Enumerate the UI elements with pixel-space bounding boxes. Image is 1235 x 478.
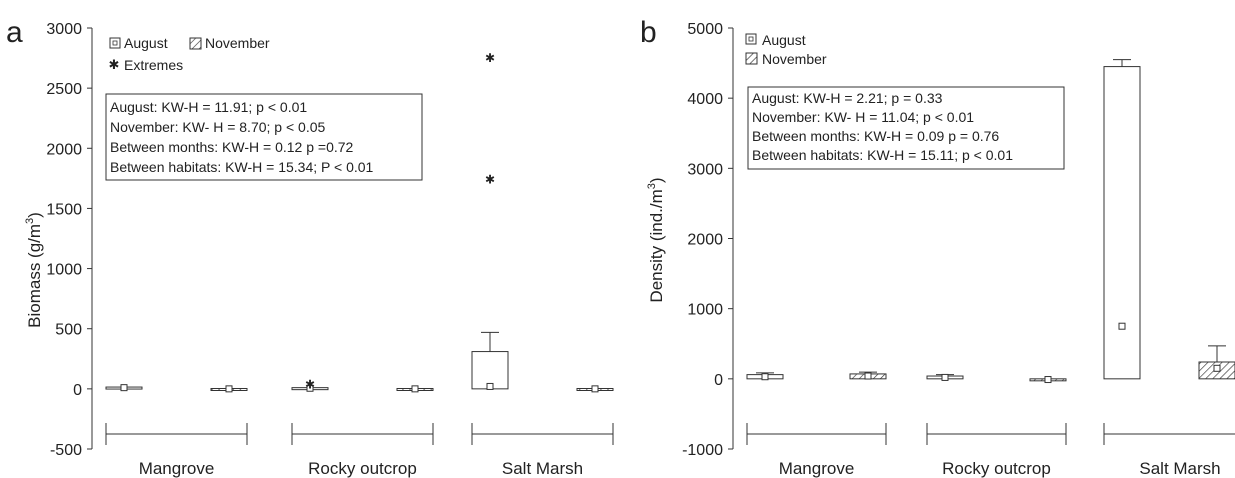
panel-a-category-brackets: Mangrove Rocky outcrop Salt Marsh xyxy=(105,423,614,478)
box-salt-marsh-august xyxy=(1103,59,1141,380)
y-tick-label: 2500 xyxy=(46,81,82,98)
panel-b-stats-line-2: November: KW- H = 11.04; p < 0.01 xyxy=(752,109,974,125)
y-tick-label: 4000 xyxy=(687,91,723,108)
panel-a-stats-line-3: Between months: KW-H = 0.12 p =0.72 xyxy=(110,139,354,155)
panel-a-legend: August November ✱ Extremes xyxy=(109,35,270,73)
box-median-marker xyxy=(486,382,494,390)
legend-november-symbol xyxy=(189,37,202,50)
y-tick-label: 500 xyxy=(55,322,82,339)
panel-a: a -500 0 500 1000 1500 2000 2500 3000 Biomass (… xyxy=(6,16,614,478)
panel-b-stats-line-4: Between habitats: KW-H = 15.11; p < 0.01 xyxy=(752,147,1013,163)
panel-b-stats-line-1: August: KW-H = 2.21; p = 0.33 xyxy=(752,90,943,106)
extreme-marker: ✱ xyxy=(485,172,495,186)
legend-august-symbol xyxy=(745,33,757,45)
box-median-marker xyxy=(225,385,233,393)
category-label: Rocky outcrop xyxy=(308,459,417,478)
box-rocky-outcrop-november xyxy=(396,385,434,393)
y-tick-label: -1000 xyxy=(682,442,723,459)
legend-november-label: November xyxy=(762,51,827,67)
category-label: Salt Marsh xyxy=(1139,459,1220,478)
y-tick-label: 0 xyxy=(714,372,723,389)
box-median-marker xyxy=(864,372,872,380)
y-tick-label: 1000 xyxy=(687,302,723,319)
legend-november-label: November xyxy=(205,35,270,51)
extreme-marker: ✱ xyxy=(305,377,315,391)
panel-b-label: b xyxy=(640,16,657,49)
y-tick-label: 1000 xyxy=(46,262,82,279)
y-tick-label: 1500 xyxy=(46,201,82,218)
box-salt-marsh-november xyxy=(576,385,614,393)
box-median-marker xyxy=(306,384,314,392)
panel-a-boxes xyxy=(105,331,614,393)
box-mangrove-august xyxy=(746,372,784,381)
box-median-marker xyxy=(1213,364,1221,372)
box-median-marker xyxy=(411,385,419,393)
panel-b-y-axis-title-end: ) xyxy=(647,177,666,183)
legend-august-label: August xyxy=(762,32,806,48)
legend-august-label: August xyxy=(124,35,168,51)
legend-extremes-symbol: ✱ xyxy=(109,57,120,72)
panel-b-y-axis-title: Density (ind./m3) xyxy=(646,177,666,302)
category-label: Mangrove xyxy=(779,459,855,478)
box-median-marker xyxy=(941,373,949,381)
box-mangrove-november xyxy=(210,385,248,393)
y-tick-label: 3000 xyxy=(687,161,723,178)
box-mangrove-august xyxy=(105,384,143,392)
panel-b-legend: August November xyxy=(745,32,827,67)
y-tick-label: 2000 xyxy=(687,232,723,249)
category-label: Mangrove xyxy=(139,459,215,478)
box-median-marker xyxy=(1044,376,1052,384)
legend-august-symbol xyxy=(109,37,121,49)
panel-b-y-axis-title-superscript: 3 xyxy=(646,183,658,189)
box-rocky-outcrop-november xyxy=(1029,376,1067,384)
extreme-marker: ✱ xyxy=(485,51,495,65)
panel-b: b -1000 0 1000 2000 3000 4000 5000 Density (in… xyxy=(640,16,1235,478)
category-label: Rocky outcrop xyxy=(942,459,1051,478)
legend-november-symbol xyxy=(745,52,758,65)
panel-a-stats-line-1: August: KW-H = 11.91; p < 0.01 xyxy=(110,99,307,115)
box-median-marker xyxy=(1118,322,1126,330)
box-median-marker xyxy=(591,385,599,393)
box-body xyxy=(1103,66,1141,380)
panel-a-stats-box: August: KW-H = 11.91; p < 0.01 November:… xyxy=(105,93,423,181)
panel-a-y-axis-title-end: ) xyxy=(25,212,44,218)
box-rocky-outcrop-august xyxy=(291,384,329,392)
box-body xyxy=(471,351,509,390)
y-tick-label: -500 xyxy=(50,442,82,459)
y-tick-label: 0 xyxy=(73,382,82,399)
panel-a-y-axis-title: Biomass (g/m3) xyxy=(24,212,44,328)
category-label: Salt Marsh xyxy=(502,459,583,478)
box-salt-marsh-november xyxy=(1198,345,1235,380)
y-tick-label: 5000 xyxy=(687,21,723,38)
panel-a-stats-line-2: November: KW- H = 8.70; p < 0.05 xyxy=(110,119,326,135)
panel-b-category-brackets: Mangrove Rocky outcrop Salt Marsh xyxy=(746,423,1235,478)
panel-b-stats-box: August: KW-H = 2.21; p = 0.33 November: … xyxy=(747,86,1065,170)
box-median-marker xyxy=(120,384,128,392)
box-median-marker xyxy=(761,373,769,381)
panel-a-y-axis-title-superscript: 3 xyxy=(24,218,36,224)
panel-a-y-axis-title-main: Biomass (g/m xyxy=(25,224,44,328)
y-tick-label: 3000 xyxy=(46,21,82,38)
box-rocky-outcrop-august xyxy=(926,373,964,381)
panel-a-stats-line-4: Between habitats: KW-H = 15.34; P < 0.01 xyxy=(110,159,374,175)
box-mangrove-november xyxy=(849,371,887,380)
panel-a-label: a xyxy=(6,16,23,49)
box-salt-marsh-august xyxy=(471,331,509,390)
panel-b-y-axis: -1000 0 1000 2000 3000 4000 5000 xyxy=(682,21,734,459)
y-tick-label: 2000 xyxy=(46,141,82,158)
panel-a-extremes: ✱ ✱ ✱ xyxy=(305,51,495,392)
panel-b-boxes xyxy=(746,59,1235,384)
legend-extremes-label: Extremes xyxy=(124,57,183,73)
panel-b-stats-line-3: Between months: KW-H = 0.09 p = 0.76 xyxy=(752,128,999,144)
panel-b-y-axis-title-main: Density (ind./m xyxy=(647,189,666,302)
panel-a-y-axis: -500 0 500 1000 1500 2000 2500 3000 xyxy=(46,21,93,459)
